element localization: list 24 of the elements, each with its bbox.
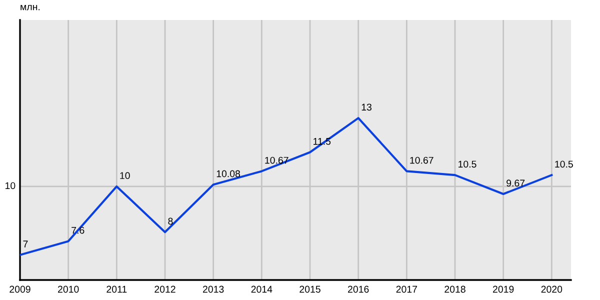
x-tick-label: 2018 [444,286,466,293]
data-label: 9.67 [506,180,525,187]
data-label: 10 [120,172,130,180]
x-tick-label: 2019 [493,286,514,293]
data-label: 10.5 [555,160,573,168]
ref-line-label: 10 [6,182,16,190]
x-tick-label: 2020 [541,286,562,293]
x-tick-label: 2016 [348,286,369,293]
data-label: 7 [23,240,28,248]
x-tick-label: 2013 [203,286,224,293]
text: млн. [20,5,40,10]
x-tick-label: 2009 [10,286,30,293]
data-label: 10.67 [410,156,434,164]
data-label: 10.5 [458,160,476,168]
x-tick-label: 2012 [154,286,176,293]
x-tick-label: 2017 [396,286,417,293]
x-tick-label: 2010 [58,286,79,293]
data-label: 10.08 [216,170,240,178]
x-tick-label: 2015 [300,286,320,293]
data-label: 13 [362,104,372,111]
x-tick-label: 2014 [251,286,272,293]
data-label: 8 [168,218,173,225]
data-label: 10.67 [265,156,288,164]
x-tick-label: 2011 [106,286,127,293]
